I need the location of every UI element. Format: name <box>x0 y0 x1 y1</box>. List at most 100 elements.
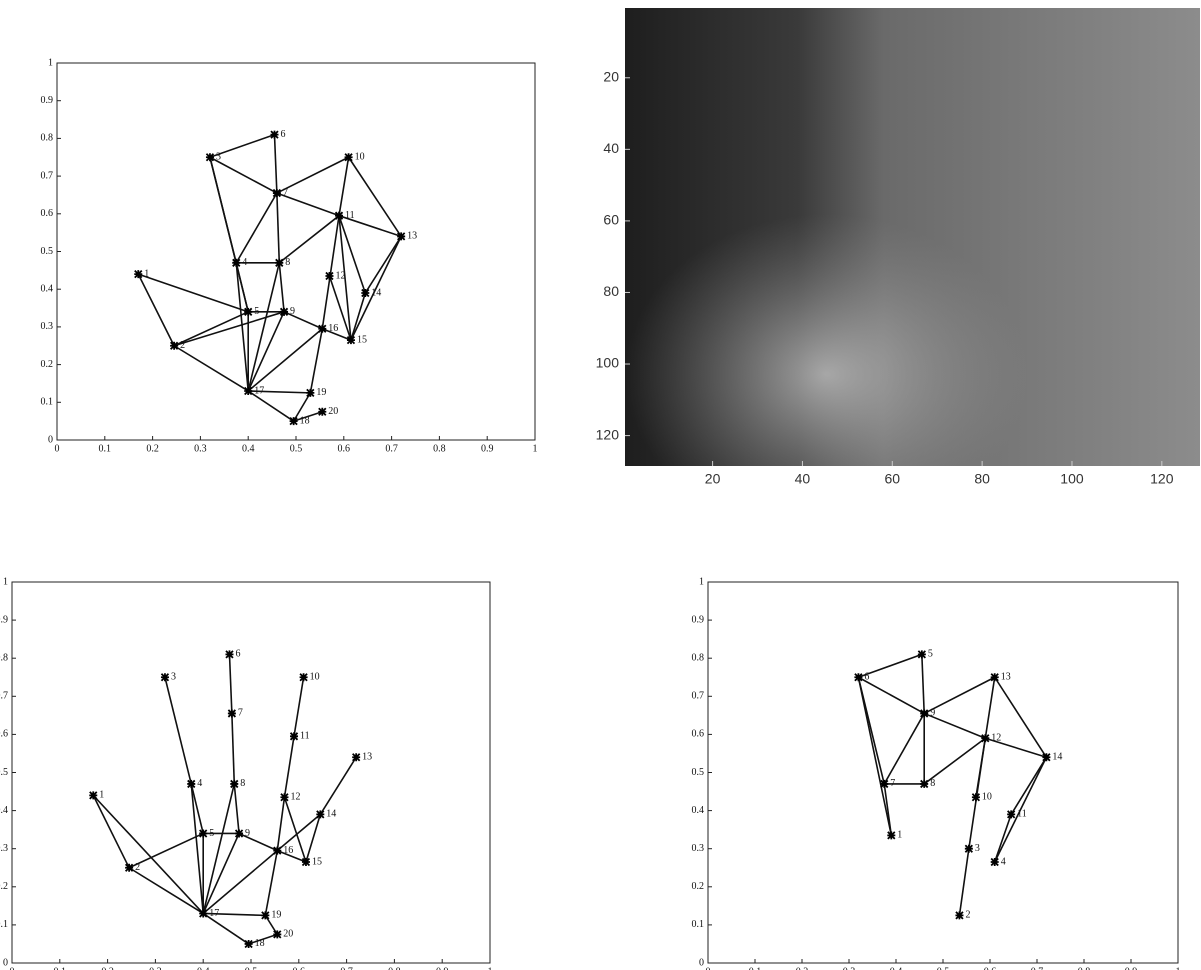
node-label: 9 <box>245 828 250 839</box>
node-label: 20 <box>328 406 338 417</box>
x-tick-label: 120 <box>1150 471 1174 487</box>
node-label: 9 <box>290 306 295 317</box>
node-marker <box>920 779 929 789</box>
x-tick-label: 0.2 <box>796 966 809 970</box>
node-marker <box>227 709 237 718</box>
edge <box>958 848 970 916</box>
y-tick-label: 0.8 <box>0 652 8 663</box>
x-tick-label: 60 <box>884 471 900 487</box>
x-tick-label: 0 <box>706 966 711 970</box>
node-marker <box>124 863 134 872</box>
node-label: 2 <box>965 910 970 921</box>
node-marker <box>880 779 889 789</box>
edge <box>293 410 323 422</box>
node-label: 15 <box>357 334 367 345</box>
node-label: 8 <box>930 778 935 789</box>
x-tick-label: 1 <box>1176 966 1181 970</box>
y-tick-label: 0.3 <box>692 843 705 854</box>
node-label: 14 <box>326 809 336 820</box>
edge <box>858 676 925 715</box>
x-tick-label: 0.5 <box>937 966 950 970</box>
edge <box>202 783 236 914</box>
node-marker <box>225 650 234 659</box>
node-label: 5 <box>209 828 214 839</box>
y-tick-label: 40 <box>603 140 619 156</box>
edge <box>248 390 311 394</box>
node-label: 8 <box>240 778 245 789</box>
plot-frame <box>11 581 491 964</box>
y-tick-label: 0.2 <box>41 359 54 370</box>
x-tick-label: 0.8 <box>388 966 401 970</box>
panel: 00.10.20.30.40.50.60.70.80.9100.10.20.30… <box>692 576 1181 970</box>
node-label: 12 <box>991 733 1001 744</box>
edge <box>235 262 249 392</box>
node-label: 4 <box>1001 856 1006 867</box>
node-label: 9 <box>930 708 935 719</box>
y-tick-label: 0 <box>3 957 8 968</box>
node-marker <box>234 829 244 838</box>
edge <box>235 192 278 264</box>
node-label: 13 <box>362 752 372 763</box>
node-label: 7 <box>283 187 288 198</box>
node-marker <box>134 269 143 279</box>
x-tick-label: 0.7 <box>385 443 398 454</box>
node-label: 13 <box>1001 672 1011 683</box>
y-tick-label: 0.4 <box>41 283 54 294</box>
edge <box>283 736 295 798</box>
edge <box>883 713 925 785</box>
x-tick-label: 0.2 <box>146 443 159 454</box>
edge <box>276 849 307 863</box>
x-tick-label: 0.7 <box>1031 966 1044 970</box>
x-tick-label: 0.4 <box>890 966 903 970</box>
edge <box>283 797 307 863</box>
node-label: 11 <box>300 731 310 742</box>
edge <box>273 134 278 194</box>
edge <box>858 653 923 679</box>
y-tick-label: 0.1 <box>41 397 54 408</box>
x-tick-label: 0.4 <box>242 443 255 454</box>
y-tick-label: 0.9 <box>41 95 54 106</box>
panel: 00.10.20.30.40.50.60.70.80.9100.10.20.30… <box>0 576 493 970</box>
x-tick-label: 80 <box>974 471 990 487</box>
x-tick-label: 0.6 <box>984 966 997 970</box>
node-label: 10 <box>355 152 365 163</box>
y-tick-label: 0.1 <box>692 919 705 930</box>
y-tick-label: 20 <box>603 68 619 84</box>
y-tick-label: 0.8 <box>692 652 705 663</box>
node-marker <box>352 753 361 762</box>
x-tick-label: 0.1 <box>54 966 67 970</box>
y-tick-label: 0.5 <box>692 767 705 778</box>
edge <box>190 783 204 834</box>
edge <box>985 737 1047 759</box>
x-tick-label: 0.6 <box>293 966 306 970</box>
y-tick-label: 0.8 <box>41 133 54 144</box>
edge <box>128 867 204 915</box>
x-tick-label: 0.8 <box>1078 966 1091 970</box>
node-label: 7 <box>238 708 243 719</box>
y-tick-label: 0.5 <box>41 246 54 257</box>
edge <box>190 783 204 914</box>
edge <box>338 214 402 238</box>
node-marker <box>920 709 929 718</box>
edge <box>993 814 1012 863</box>
edge <box>328 275 352 341</box>
node-marker <box>272 188 282 198</box>
edge <box>305 814 322 863</box>
node-marker <box>289 417 298 426</box>
edge <box>92 794 204 915</box>
edge <box>276 193 281 263</box>
x-tick-label: 100 <box>1060 471 1084 487</box>
node-marker <box>990 673 999 682</box>
node-marker <box>990 857 999 867</box>
y-tick-label: 0.2 <box>692 881 705 892</box>
y-tick-label: 0.4 <box>692 805 705 816</box>
y-tick-label: 0.4 <box>0 805 8 816</box>
node-marker <box>334 211 344 220</box>
node-marker <box>316 810 325 819</box>
y-tick-label: 0.7 <box>692 691 705 702</box>
edge <box>209 133 275 159</box>
edge <box>292 392 312 422</box>
node-marker <box>299 673 308 682</box>
node-marker <box>279 307 289 316</box>
